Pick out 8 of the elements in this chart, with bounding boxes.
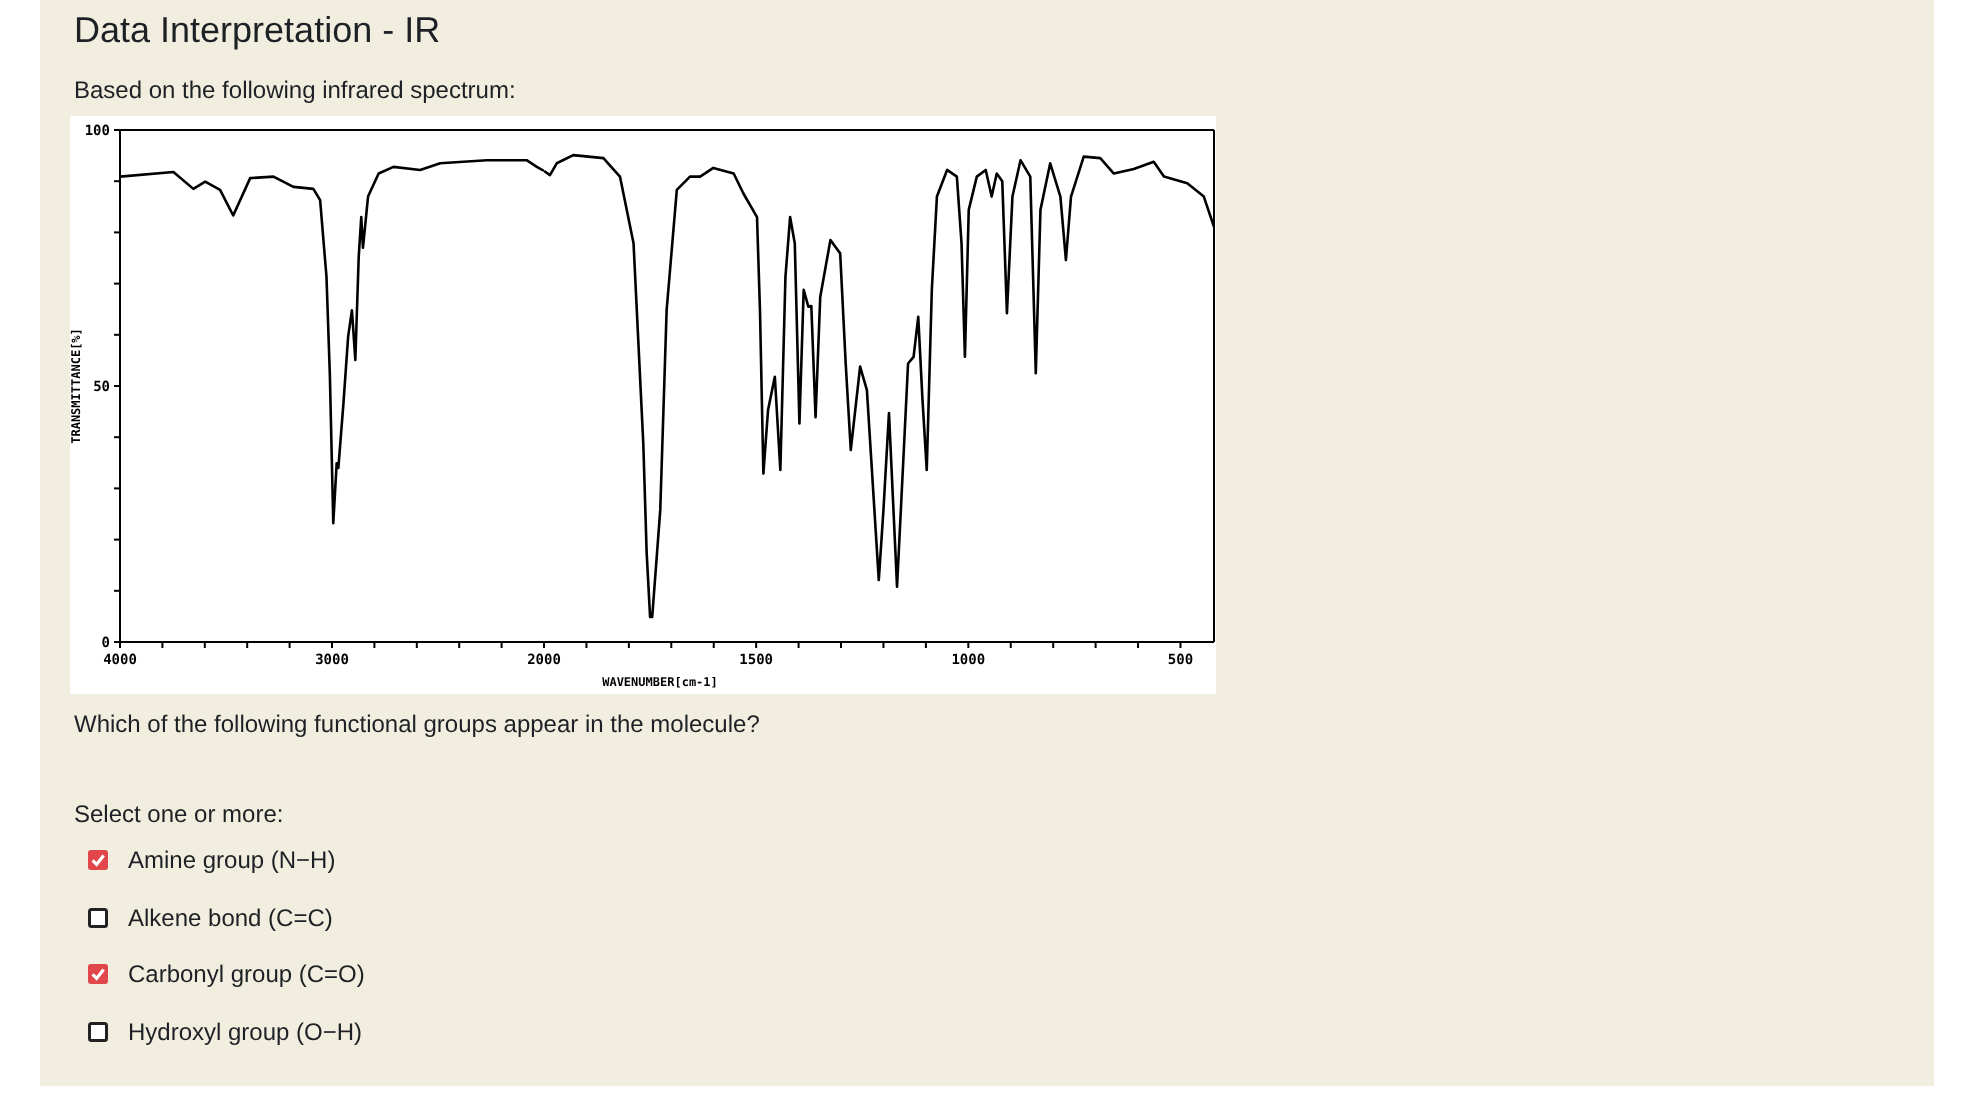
text: Alkene bond (C=C): [128, 903, 333, 931]
text: Amine group (N−H): [128, 846, 336, 874]
text: Carbonyl group (C=O): [128, 960, 365, 988]
text: Which of the following functional groups appear in the molecule?: [74, 710, 760, 738]
chart-title: Data Interpretation - IR: [74, 10, 441, 52]
text: Hydroxyl group (O−H): [128, 1017, 363, 1045]
chart-subtitle: Based on the following infrared spectrum:: [74, 76, 516, 104]
text: Select one or more:: [74, 800, 284, 828]
